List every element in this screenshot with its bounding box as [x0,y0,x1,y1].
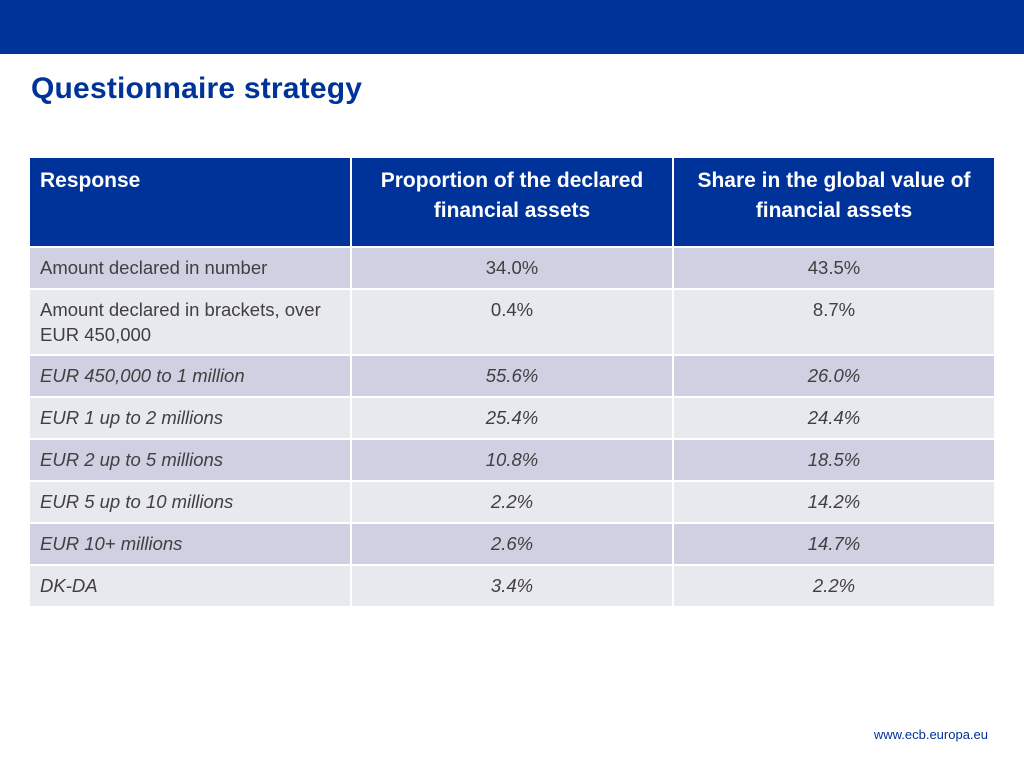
results-table: Response Proportion of the declared fina… [28,156,996,608]
table-row: Amount declared in number 34.0% 43.5% [30,248,994,288]
table-row: EUR 2 up to 5 millions 10.8% 18.5% [30,440,994,480]
table-row: Amount declared in brackets, over EUR 45… [30,290,994,354]
response-cell: EUR 10+ millions [30,524,350,564]
share-cell: 8.7% [674,290,994,354]
proportion-cell: 55.6% [352,356,672,396]
proportion-cell: 2.2% [352,482,672,522]
table-row: EUR 1 up to 2 millions 25.4% 24.4% [30,398,994,438]
proportion-cell: 25.4% [352,398,672,438]
response-cell: Amount declared in brackets, over EUR 45… [30,290,350,354]
proportion-cell: 3.4% [352,566,672,606]
table-row: EUR 450,000 to 1 million 55.6% 26.0% [30,356,994,396]
response-cell: EUR 2 up to 5 millions [30,440,350,480]
column-header-proportion: Proportion of the declared financial ass… [352,158,672,246]
table-row: EUR 10+ millions 2.6% 14.7% [30,524,994,564]
column-header-response: Response [30,158,350,246]
footer-url: www.ecb.europa.eu [873,727,988,742]
response-cell: EUR 5 up to 10 millions [30,482,350,522]
share-cell: 24.4% [674,398,994,438]
table-row: EUR 5 up to 10 millions 2.2% 14.2% [30,482,994,522]
share-cell: 2.2% [674,566,994,606]
table-header-row: Response Proportion of the declared fina… [30,158,994,246]
share-cell: 14.2% [674,482,994,522]
response-cell: DK-DA [30,566,350,606]
proportion-cell: 0.4% [352,290,672,354]
proportion-cell: 10.8% [352,440,672,480]
table-row: DK-DA 3.4% 2.2% [30,566,994,606]
page-title: Questionnaire strategy [31,72,363,105]
share-cell: 26.0% [674,356,994,396]
response-cell: EUR 450,000 to 1 million [30,356,350,396]
proportion-cell: 2.6% [352,524,672,564]
share-cell: 43.5% [674,248,994,288]
header-bar [0,0,1024,54]
response-cell: EUR 1 up to 2 millions [30,398,350,438]
proportion-cell: 34.0% [352,248,672,288]
share-cell: 18.5% [674,440,994,480]
share-cell: 14.7% [674,524,994,564]
column-header-share: Share in the global value of financial a… [674,158,994,246]
response-cell: Amount declared in number [30,248,350,288]
